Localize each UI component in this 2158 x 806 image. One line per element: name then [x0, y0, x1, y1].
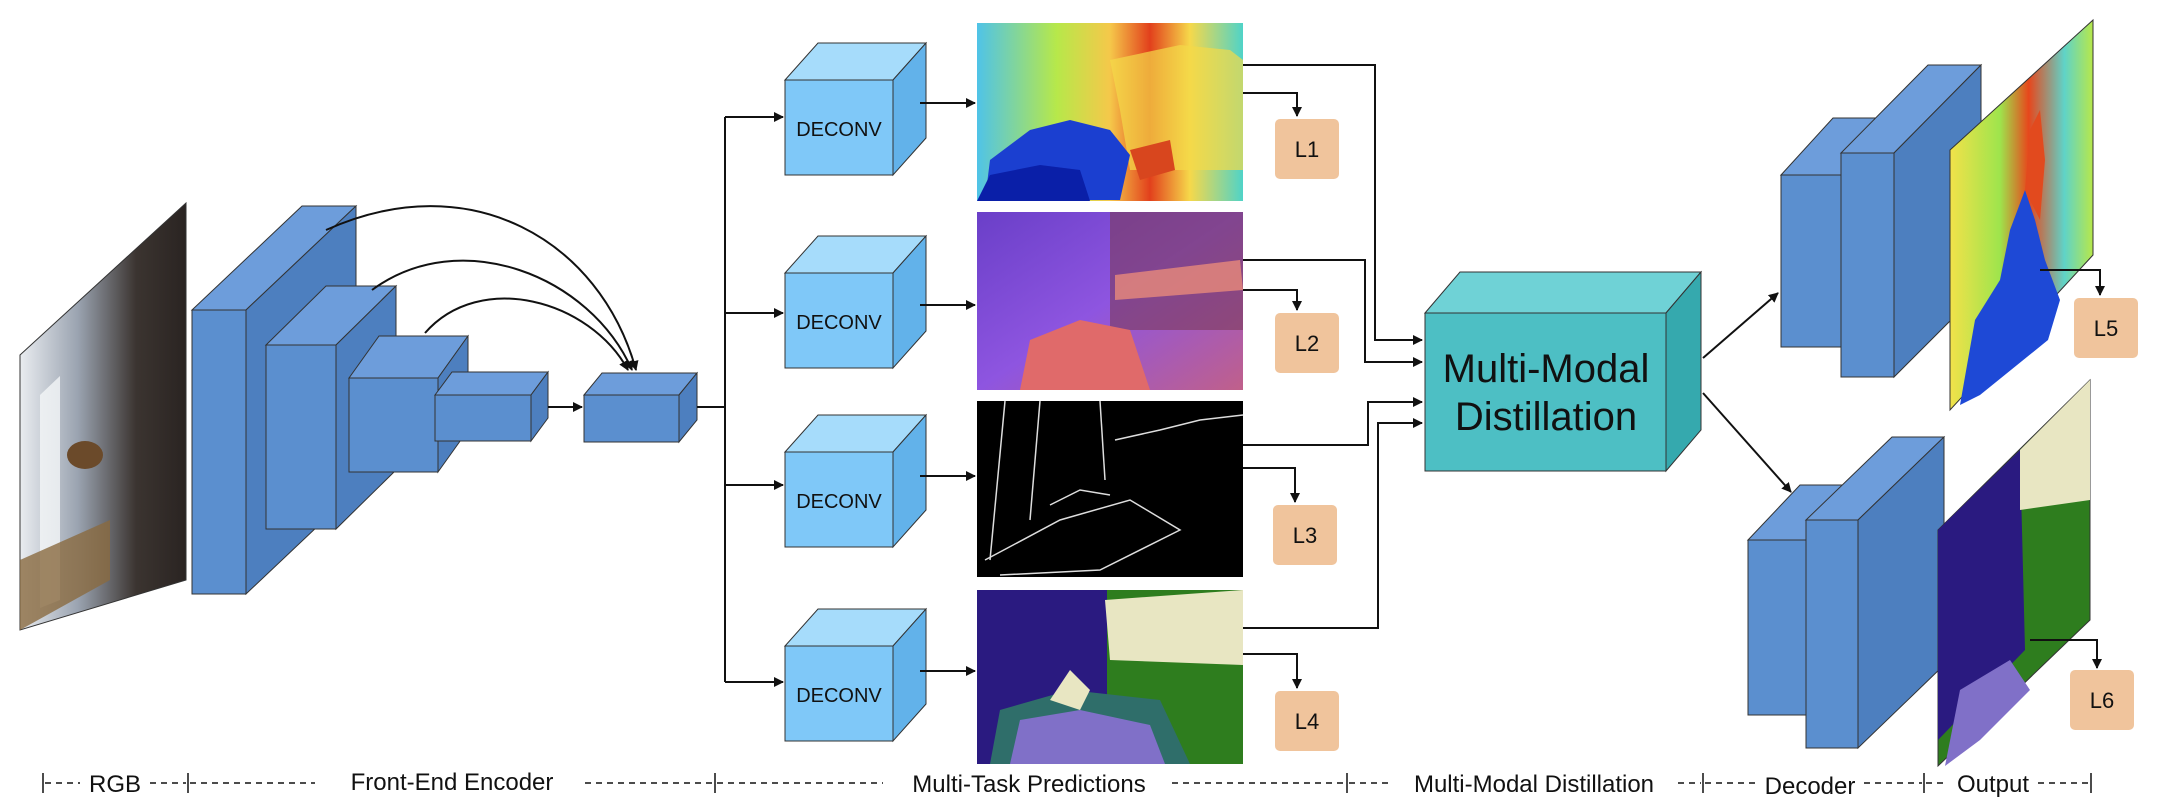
loss-box-l3: L3	[1273, 505, 1337, 565]
loss-box-l2: L2	[1275, 313, 1339, 373]
stage-labels: RGB Front-End Encoder Multi-Task Predict…	[89, 769, 2029, 800]
loss-box-l6: L6	[2070, 670, 2134, 730]
stage-label-rgb: RGB	[89, 771, 141, 798]
stage-axis	[42, 773, 2092, 793]
surface-normal-prediction-image	[977, 212, 1243, 390]
depth-output-image	[1949, 18, 2094, 412]
edge-prediction-image	[977, 400, 1244, 577]
loss-box-l4: L4	[1275, 691, 1339, 751]
deconv-label: DECONV	[796, 491, 882, 513]
svg-text:L6: L6	[2090, 688, 2114, 713]
svg-text:L3: L3	[1293, 523, 1317, 548]
segmentation-output-image	[1937, 378, 2091, 768]
deconv-label: DECONV	[796, 685, 882, 707]
encoder-block-4	[434, 370, 549, 443]
stage-label-distillation: Multi-Modal Distillation	[1414, 771, 1654, 798]
deconv-block-2: DECONV	[783, 234, 928, 370]
deconv-label: DECONV	[796, 312, 882, 334]
prediction-to-loss-arrows	[1243, 92, 1302, 689]
distillation-to-decoder-arrows	[1702, 292, 1792, 493]
stage-label-output: Output	[1957, 771, 2029, 798]
deconv-block-4: DECONV	[783, 607, 928, 743]
svg-text:L1: L1	[1295, 137, 1319, 162]
svg-text:L4: L4	[1295, 709, 1319, 734]
skip-connections	[325, 205, 639, 371]
stage-label-encoder: Front-End Encoder	[351, 769, 554, 796]
branch-lines	[697, 112, 784, 687]
prediction-to-distillation-arrows	[1243, 64, 1423, 629]
rgb-input-image	[19, 201, 187, 631]
stage-label-predictions: Multi-Task Predictions	[912, 771, 1145, 798]
distillation-label-line1: Multi-Modal	[1443, 347, 1650, 391]
deconv-block-3: DECONV	[783, 413, 928, 549]
loss-box-l1: L1	[1275, 119, 1339, 179]
distillation-label-line2: Distillation	[1455, 395, 1637, 439]
depth-prediction-image	[977, 23, 1243, 201]
encoder-block-3	[348, 334, 469, 474]
svg-text:L5: L5	[2094, 316, 2118, 341]
stage-label-decoder: Decoder	[1765, 773, 1856, 800]
segmentation-prediction-image	[977, 590, 1243, 764]
output-to-loss-arrows	[2030, 269, 2105, 669]
deconv-label: DECONV	[796, 119, 882, 141]
decoder-block-segmentation	[1746, 435, 1946, 750]
deconv-block-1: DECONV	[783, 41, 928, 177]
deconv-to-prediction-arrows	[920, 98, 976, 676]
distillation-block: Multi-Modal Distillation	[1423, 270, 1703, 473]
bottleneck-block	[582, 371, 699, 444]
loss-box-l5: L5	[2074, 298, 2138, 358]
svg-text:L2: L2	[1295, 331, 1319, 356]
